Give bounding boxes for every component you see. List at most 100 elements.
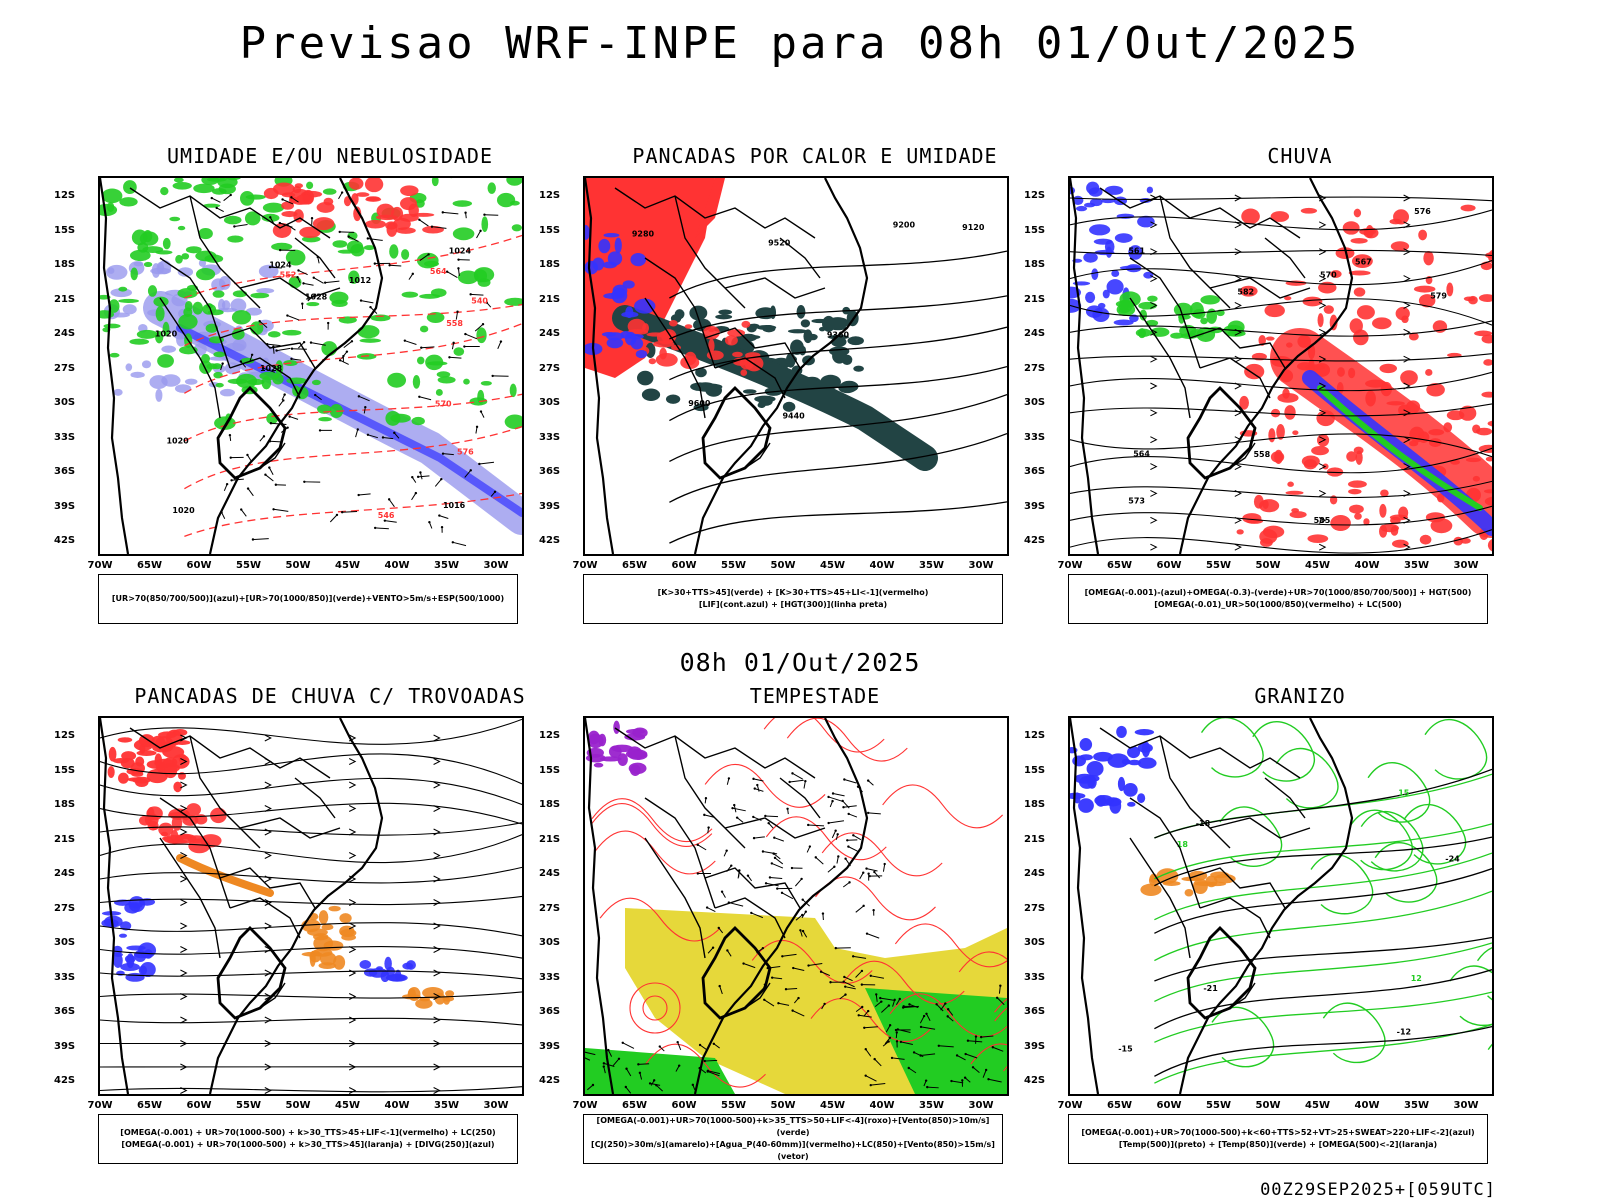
border-line — [1129, 297, 1191, 419]
contour-label: 1020 — [172, 506, 195, 515]
lon-label: 65W — [137, 560, 162, 571]
lat-label: 36S — [539, 1006, 561, 1017]
lon-label: 65W — [137, 1100, 162, 1111]
border-line — [1159, 195, 1231, 309]
contour-label: 576 — [457, 447, 474, 456]
border-line — [644, 837, 706, 959]
lon-label: 55W — [1206, 560, 1231, 571]
contour-label: 1020 — [166, 437, 189, 446]
lat-label: 15S — [1024, 764, 1046, 776]
lon-label: 70W — [87, 1100, 113, 1111]
lat-label: 27S — [1024, 902, 1046, 914]
lon-label: 45W — [1305, 560, 1330, 571]
border-line — [259, 982, 286, 1009]
lon-label: 50W — [285, 1100, 311, 1111]
lon-label: 30W — [968, 1100, 994, 1111]
lon-label: 30W — [1453, 1100, 1479, 1111]
contour-label: 546 — [378, 511, 395, 520]
lon-label: 30W — [483, 560, 509, 571]
map-area — [583, 716, 1009, 1096]
panel-title: GRANIZO — [1254, 684, 1346, 708]
lat-label: 15S — [539, 224, 561, 236]
lat-label: 24S — [539, 328, 561, 339]
lat-label: 18S — [539, 799, 561, 810]
border-line — [1199, 357, 1271, 399]
map-area — [98, 716, 524, 1096]
border-line — [1159, 735, 1231, 849]
lat-label: 24S — [54, 868, 76, 879]
legend-line: [OMEGA(-0.001)-(azul)+OMEGA(-0.3)-(verde… — [1084, 588, 1472, 597]
lat-label: 36S — [54, 1006, 76, 1017]
border-line — [159, 797, 231, 909]
contour-label: 12 — [1411, 974, 1422, 983]
border-line — [1129, 797, 1201, 909]
panel-title: UMIDADE E/OU NEBULOSIDADE — [166, 144, 494, 168]
border-line — [1209, 817, 1311, 839]
contour-label: 579 — [1430, 292, 1447, 301]
border-line — [701, 386, 772, 480]
lon-label: 35W — [434, 1100, 459, 1111]
map-svg: 1016 1020 1024 1028 1012 1020 1024 1028 1020 576 5… — [100, 178, 522, 554]
border-line — [1189, 327, 1286, 369]
contour-label: 552 — [280, 270, 297, 279]
lat-label: 33S — [1024, 971, 1046, 983]
lon-label: 35W — [919, 560, 944, 571]
lon-label: 35W — [1404, 560, 1429, 571]
lon-label: 45W — [335, 1100, 360, 1111]
border-line — [159, 257, 231, 369]
lat-label: 42S — [54, 1075, 76, 1086]
lon-label: 45W — [1305, 1100, 1330, 1111]
border-line — [159, 837, 221, 959]
lon-label: 60W — [671, 1100, 697, 1111]
lat-label: 36S — [1024, 466, 1046, 477]
border-line — [724, 277, 826, 299]
lon-label: 55W — [236, 560, 261, 571]
legend-box: [UR>70(850/700/500)](azul)+[UR>70(1000/8… — [98, 574, 518, 624]
lat-label: 30S — [1024, 937, 1046, 948]
legend-line: [Temp(500)](preto) + [Temp(850)](verde) … — [1118, 1140, 1438, 1149]
lat-label: 15S — [54, 224, 76, 236]
lat-label: 18S — [54, 259, 76, 270]
contour-label: 570 — [435, 400, 452, 409]
panel-title: PANCADAS POR CALOR E UMIDADE — [632, 144, 998, 168]
lon-label: 55W — [721, 1100, 746, 1111]
border-line — [1189, 867, 1286, 909]
lat-label: 15S — [1024, 224, 1046, 236]
lat-label: 15S — [54, 764, 76, 776]
contour-label: 9600 — [688, 399, 711, 408]
border-line — [216, 386, 287, 480]
lat-label: 33S — [54, 971, 76, 983]
lat-label: 42S — [54, 535, 76, 546]
contour-label: 9440 — [782, 411, 805, 420]
contour-label: 564 — [430, 267, 447, 276]
lon-label: 60W — [186, 1100, 212, 1111]
lat-label: 18S — [54, 799, 76, 810]
contour-label: -21 — [1203, 984, 1218, 993]
panel-title: TEMPESTADE — [749, 684, 881, 708]
border-line — [674, 735, 746, 849]
lat-label: 18S — [1024, 799, 1046, 810]
lat-label: 42S — [539, 535, 561, 546]
border-line — [614, 187, 816, 239]
lat-label: 15S — [539, 764, 561, 776]
lat-label: 21S — [54, 833, 76, 845]
lat-label: 39S — [539, 1040, 561, 1052]
lat-label: 36S — [1024, 1006, 1046, 1017]
lon-label: 60W — [671, 560, 697, 571]
lat-label: 24S — [54, 328, 76, 339]
contour-label: 9280 — [632, 229, 655, 238]
lat-label: 21S — [1024, 293, 1046, 305]
sub-title: 08h 01/Out/2025 — [679, 648, 921, 677]
lat-label: 27S — [539, 362, 561, 374]
lat-label: 39S — [54, 1040, 76, 1052]
lon-label: 50W — [1255, 1100, 1281, 1111]
panel-title: PANCADAS DE CHUVA C/ TROVOADAS — [134, 684, 526, 708]
contour-label: 1012 — [349, 276, 371, 285]
lon-label: 70W — [87, 560, 113, 571]
lon-label: 30W — [483, 1100, 509, 1111]
map-area: 1016 1020 1024 1028 1012 1020 1024 1028 1020 576 5… — [98, 176, 524, 556]
contour-label: 1024 — [269, 261, 292, 270]
lon-label: 70W — [572, 1100, 598, 1111]
lat-label: 33S — [1024, 431, 1046, 443]
lon-label: 65W — [1107, 1100, 1132, 1111]
